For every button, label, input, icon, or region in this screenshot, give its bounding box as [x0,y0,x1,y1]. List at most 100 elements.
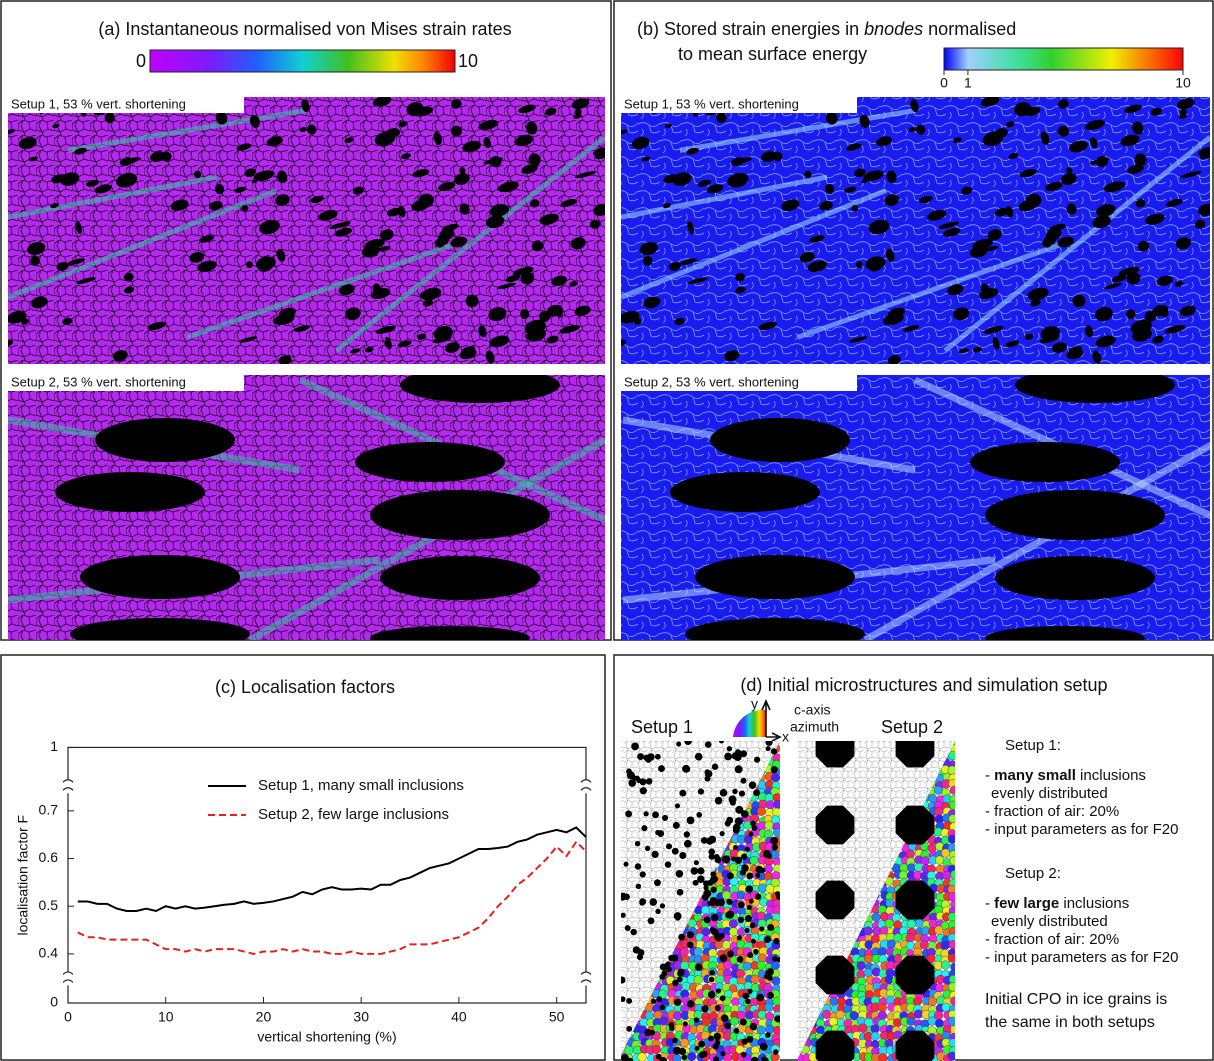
grain [857,961,866,970]
inclusion [672,1038,678,1044]
grain [774,800,783,809]
inclusion [675,803,680,808]
setup-line: - many small inclusions [985,767,1146,784]
inclusion [618,976,625,983]
inclusion [970,442,1120,482]
grain [949,975,958,984]
grain [948,766,957,775]
inclusion [660,1005,666,1011]
image-label: Setup 1 [631,717,693,737]
inclusion [896,806,935,845]
inclusion [765,739,772,746]
inclusion [739,790,745,796]
inclusion [748,989,753,994]
image-label: Setup 2, 53 % vert. shortening [624,374,799,389]
inclusion [727,872,734,879]
inclusion [765,1032,771,1038]
inclusion [706,837,713,844]
inclusion [645,846,650,851]
inclusion [1015,367,1175,403]
inclusion [712,763,718,769]
inclusion [380,556,540,600]
note: the same in both setups [985,1014,1155,1031]
inclusion [691,867,699,875]
inclusion [714,854,720,860]
setup-heading: Setup 1: [1005,737,1061,754]
inclusion [640,871,646,877]
inclusion [749,781,757,789]
inclusion [673,822,680,829]
axis-break-gap [583,779,589,793]
energy-map [615,92,1214,366]
inclusion [699,1051,706,1058]
grain [907,1017,916,1026]
inclusion [771,766,778,773]
inclusion [651,998,656,1003]
inclusion [70,618,250,650]
inclusion [400,367,560,403]
inclusion [625,810,632,817]
setup-line-part: inclusions [1076,767,1146,784]
grain [941,849,950,858]
grain [948,835,957,844]
grain-texture [8,97,605,364]
y-tick-label: 0 [50,994,58,1010]
inclusion [677,889,684,896]
inclusion [704,916,711,923]
inclusion [715,797,723,805]
colorbar-tick-label: 10 [1175,75,1191,91]
setup-line: - few large inclusions [985,895,1129,912]
inclusion [666,843,672,849]
setup-line: - fraction of air: 20% [985,803,1119,820]
inclusion [767,853,772,858]
inclusion [694,860,699,865]
y-axis-label: localisation factor F [15,815,31,936]
grain [673,1054,682,1061]
inclusion [637,753,644,760]
inclusion [672,980,678,986]
key-label: azimuth [790,719,839,735]
inclusion [679,852,686,859]
inclusion [620,996,626,1002]
title-part: (b) Stored strain energies in [637,19,864,39]
inclusion [658,765,665,772]
grain [879,1053,888,1061]
inclusion [682,1055,687,1060]
inclusion [636,884,641,889]
inclusion [747,872,754,879]
inclusion [705,769,710,774]
inclusion [985,626,1145,650]
inclusion [721,1051,726,1056]
grain [950,857,959,866]
y-tick-label: 0.6 [39,849,59,865]
inclusion [816,806,855,845]
figure: (a) Instantaneous normalised von Mises s… [0,0,1214,1061]
inclusion [638,949,645,956]
x-tick-label: 30 [353,1009,369,1025]
inclusion [639,898,646,905]
inclusion [651,851,658,858]
inclusion [717,899,724,906]
inclusion [995,556,1155,600]
inclusion [725,820,731,826]
grain [913,997,922,1006]
inclusion [724,1023,731,1030]
grain [864,927,873,936]
grain [729,928,738,937]
inclusion [896,956,935,995]
inclusion [731,856,736,861]
inclusion [687,931,694,938]
grain [687,1052,696,1061]
grain [850,1011,859,1020]
grain [935,856,944,865]
inclusion [370,490,550,540]
grain [920,941,929,950]
grain [625,1046,634,1055]
inclusion [710,418,850,462]
grain [948,892,957,901]
grain [948,913,957,922]
colorbar-tick-label: 10 [458,51,478,71]
grain [694,975,703,984]
inclusion [727,950,734,957]
inclusion [679,1048,686,1055]
